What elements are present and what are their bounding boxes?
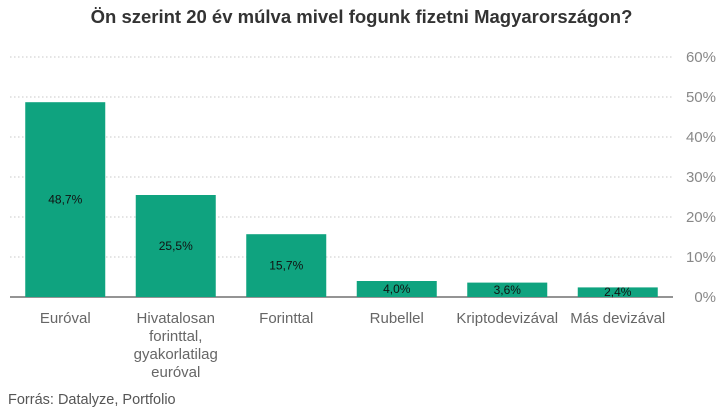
data-label: 48,7% [48, 193, 82, 207]
x-tick-label: Más devizával [570, 310, 665, 327]
bar [25, 102, 106, 297]
bar [356, 281, 437, 297]
bar [467, 282, 548, 297]
x-tick-label: Kriptodevizával [456, 310, 558, 327]
x-axis-ticks: Euróval Hivatalosan forinttal, gyakorlatila… [40, 310, 665, 381]
bars [25, 102, 658, 297]
data-labels: 48,7% 25,5% 15,7% 4,0% 3,6% 2,4% [48, 193, 632, 300]
data-label: 3,6% [494, 283, 522, 297]
bar [246, 234, 327, 297]
bar [135, 195, 216, 297]
data-label: 4,0% [383, 282, 411, 296]
gridlines [10, 56, 673, 298]
source-note: Forrás: Datalyze, Portfolio [8, 392, 176, 408]
x-tick-label: Rubellel [370, 310, 424, 327]
bar [577, 287, 658, 297]
x-tick-label: Forinttal [259, 310, 313, 327]
y-axis-ticks: 0% 10% 20% 30% 40% 50% 60% [686, 49, 716, 306]
y-tick-label: 20% [686, 209, 716, 226]
chart-title: Ön szerint 20 év múlva mivel fogunk fize… [90, 6, 633, 27]
y-tick-label: 10% [686, 249, 716, 266]
data-label: 15,7% [269, 259, 303, 273]
data-label: 25,5% [159, 239, 193, 253]
y-tick-label: 40% [686, 129, 716, 146]
y-tick-label: 50% [686, 89, 716, 106]
y-tick-label: 30% [686, 169, 716, 186]
x-tick-label: Hivatalosan forinttal, gyakorlatilag euróva… [134, 310, 218, 381]
y-tick-label: 60% [686, 49, 716, 66]
y-tick-label: 0% [694, 289, 716, 306]
data-label: 2,4% [604, 285, 632, 299]
x-tick-label: Euróval [40, 310, 91, 327]
